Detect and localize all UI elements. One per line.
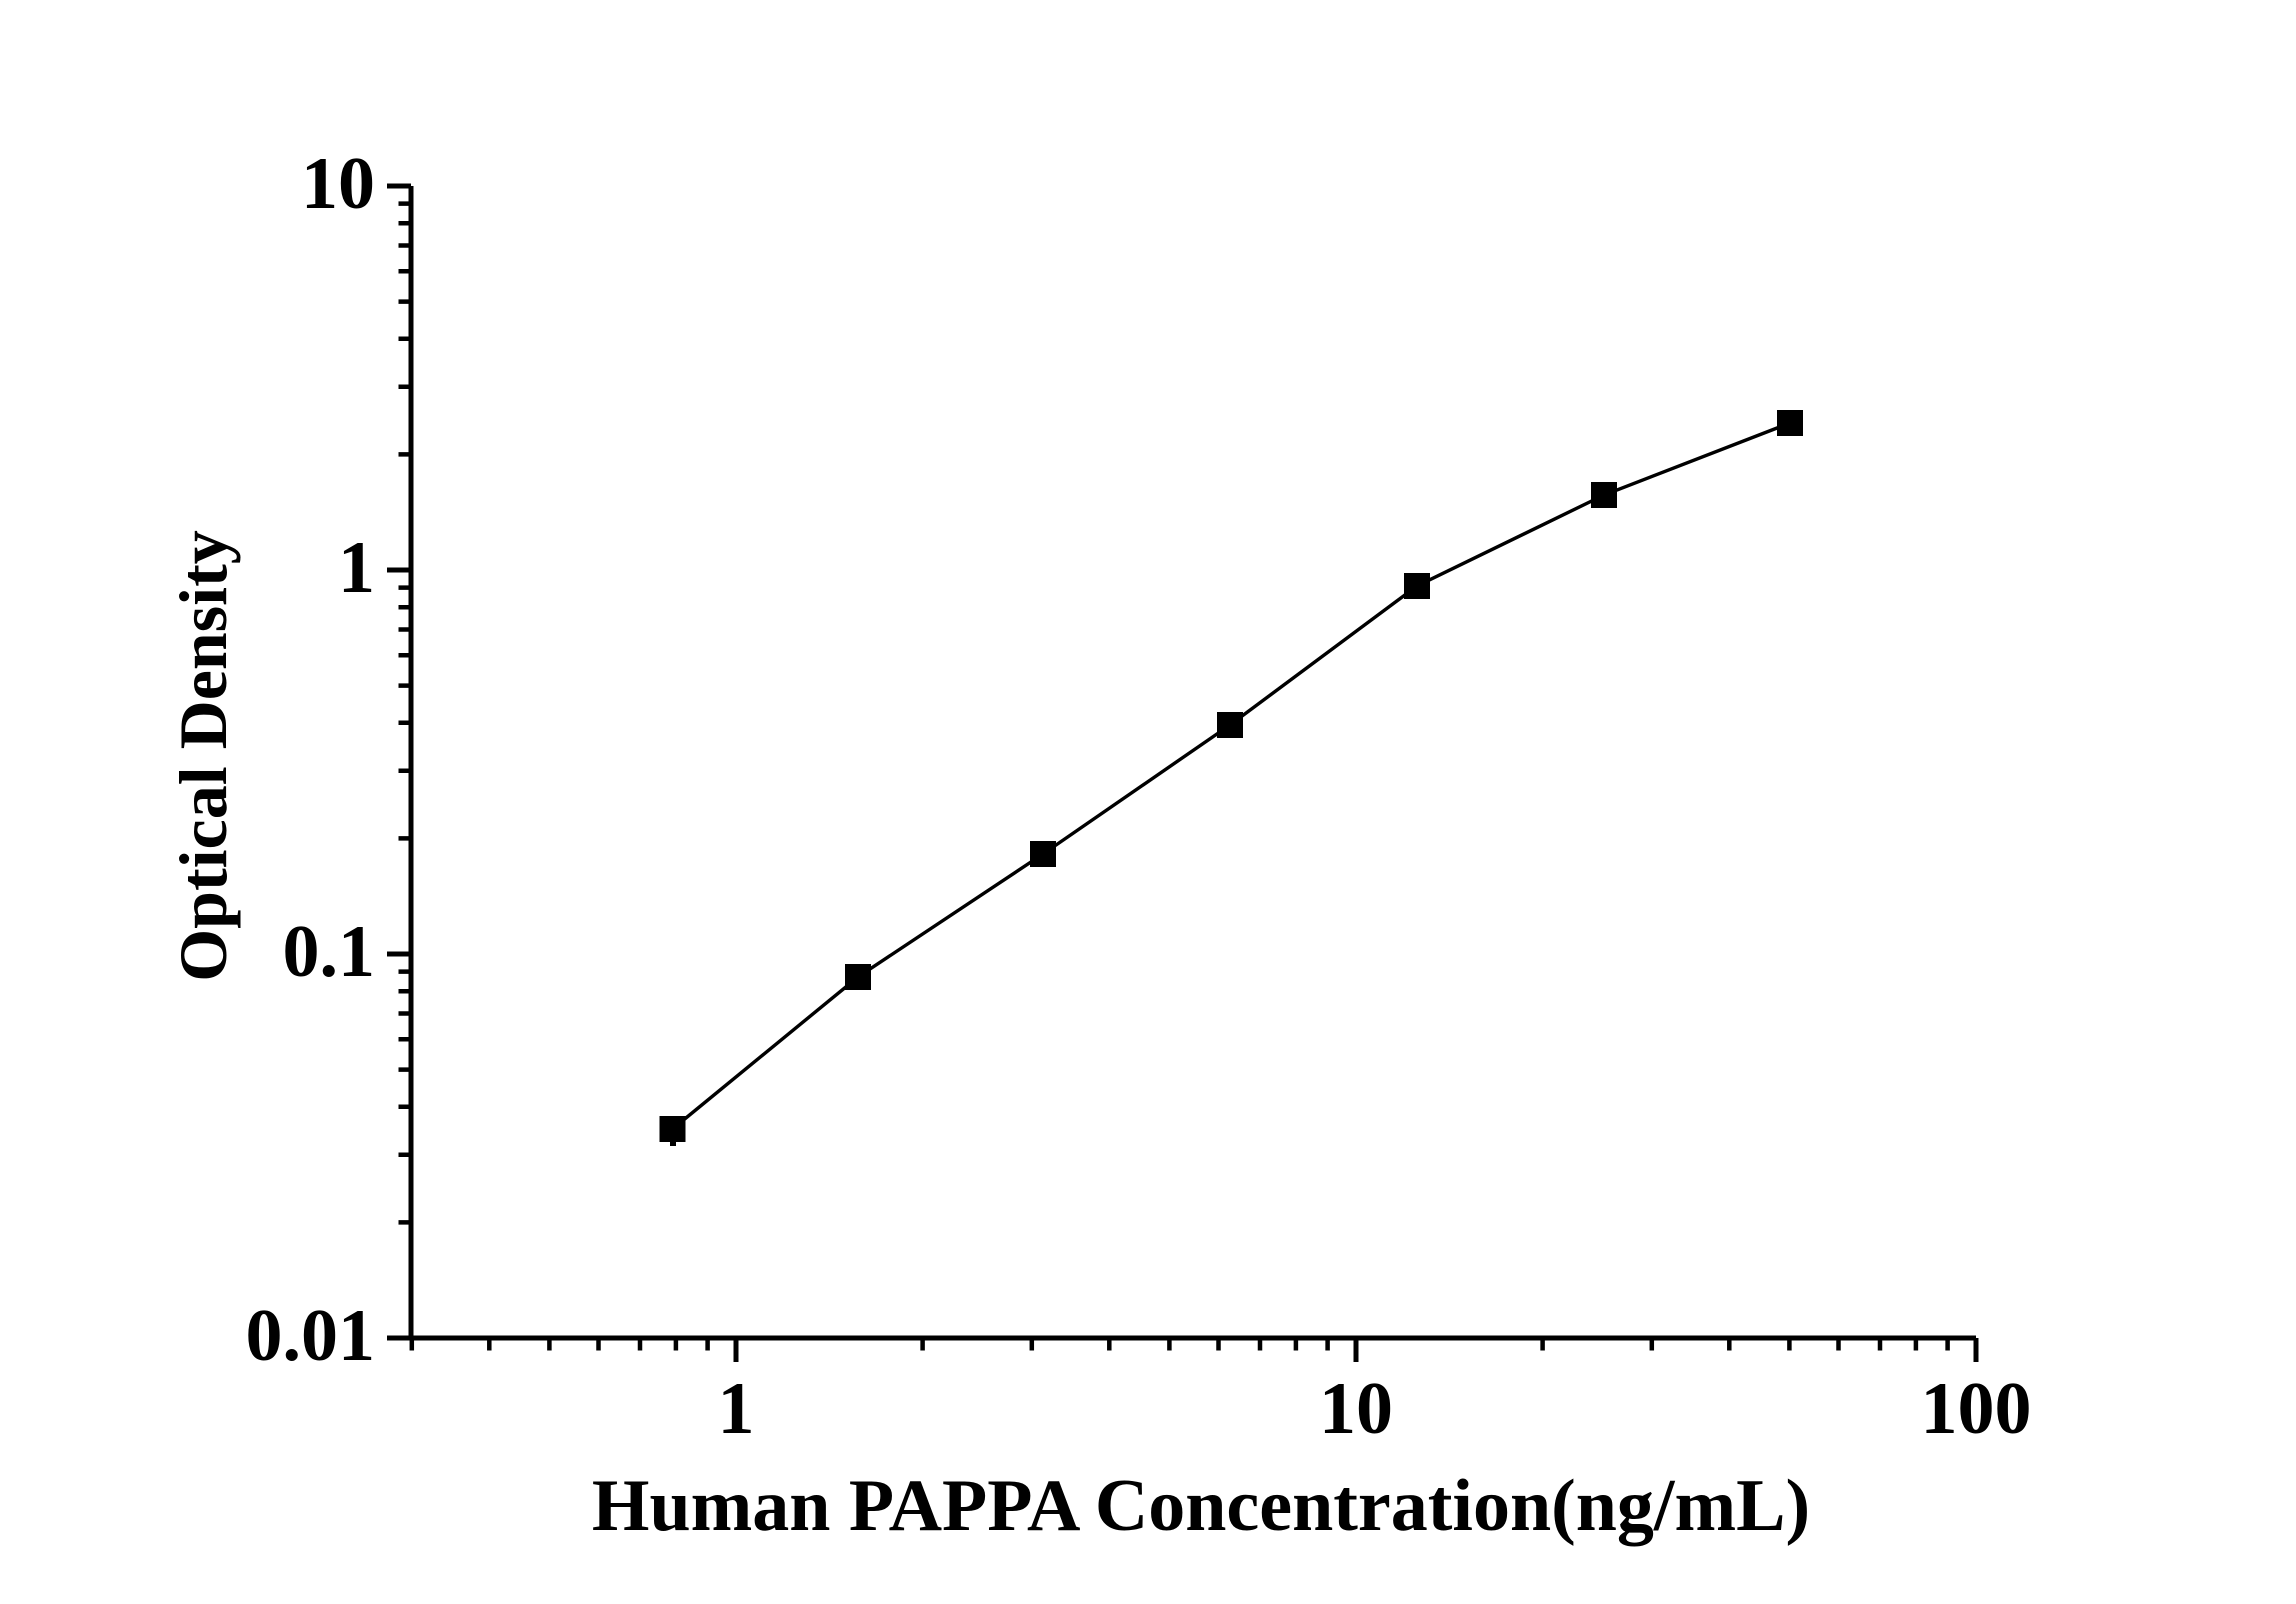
svg-text:Optical Density: Optical Density <box>165 530 241 981</box>
svg-text:100: 100 <box>1921 1368 2032 1450</box>
svg-text:10: 10 <box>301 143 375 225</box>
svg-text:0.01: 0.01 <box>246 1295 376 1377</box>
svg-text:10: 10 <box>1319 1368 1393 1450</box>
svg-text:1: 1 <box>338 527 375 609</box>
svg-text:1: 1 <box>718 1368 755 1450</box>
svg-text:0.1: 0.1 <box>283 911 376 993</box>
svg-text:Human PAPPA Concentration(ng/m: Human PAPPA Concentration(ng/mL) <box>592 1465 1810 1547</box>
